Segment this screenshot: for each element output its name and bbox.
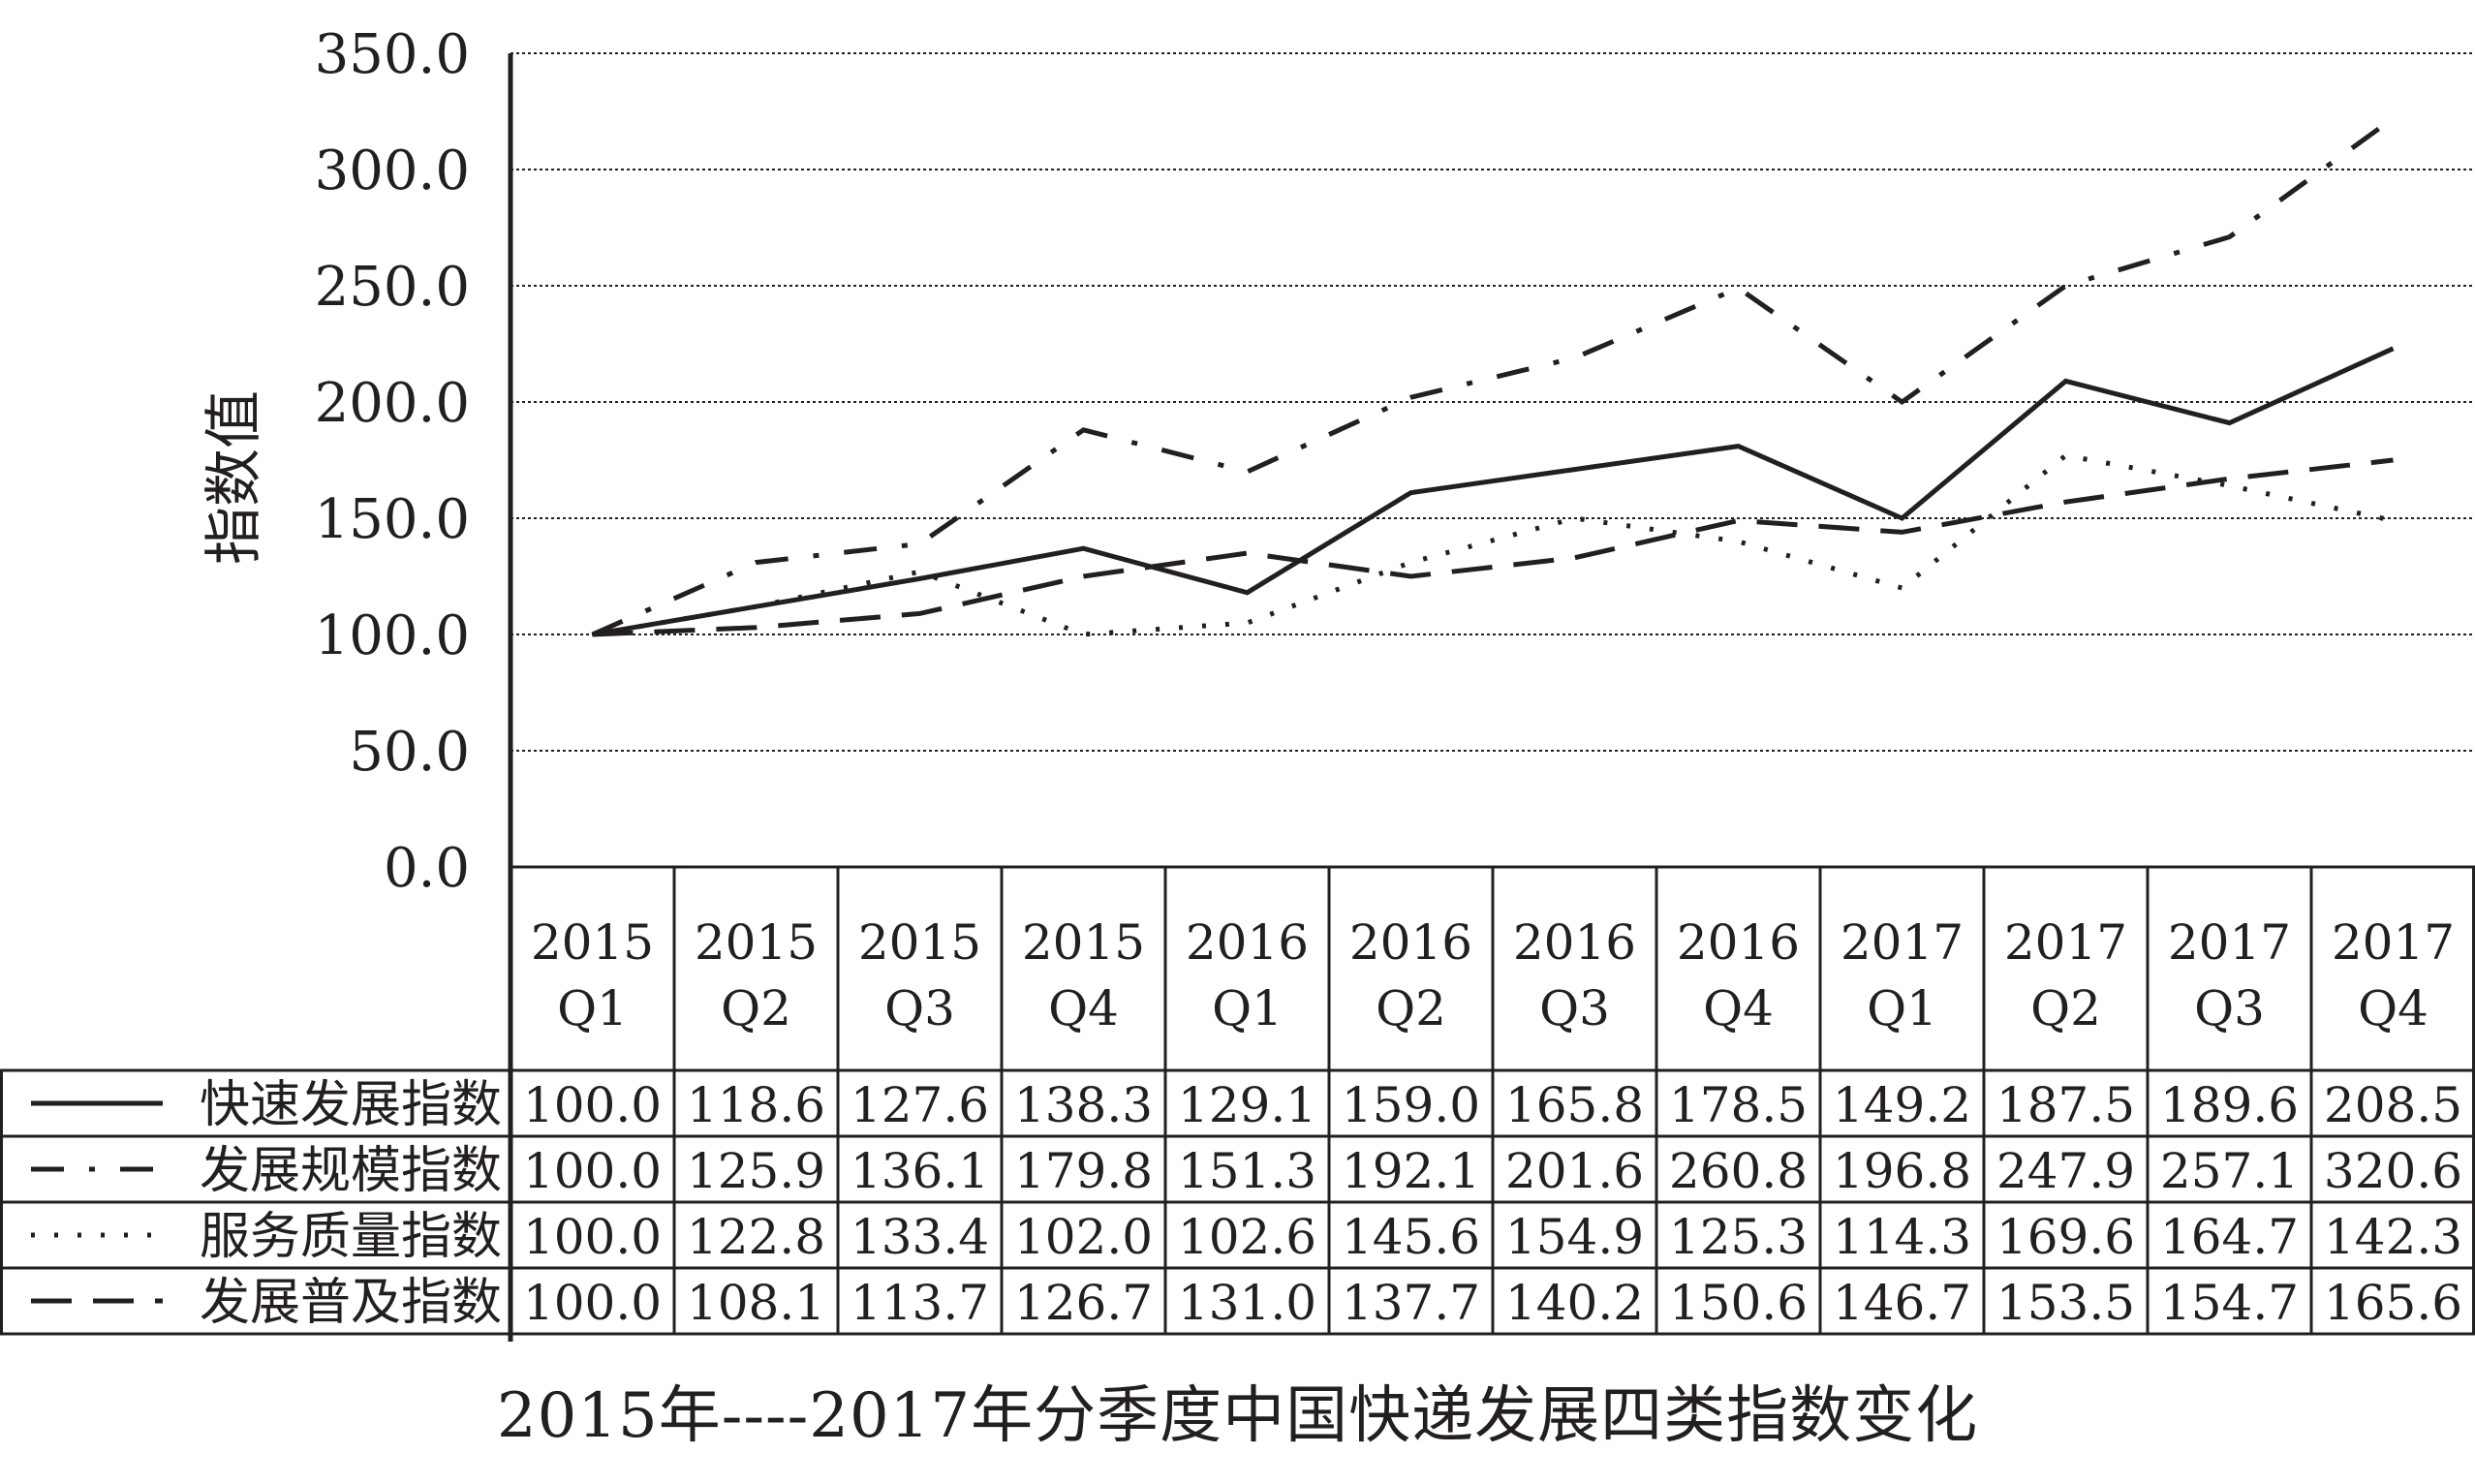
data-value-label: 179.8 [1014, 1143, 1153, 1199]
data-value-label: 138.3 [1014, 1077, 1153, 1133]
data-value-label: 114.3 [1833, 1209, 1971, 1265]
category-quarter-label: Q2 [2030, 980, 2101, 1036]
data-value-label: 187.5 [1996, 1077, 2135, 1133]
series-line-1 [592, 346, 2395, 637]
data-value-label: 100.0 [523, 1077, 662, 1133]
data-value-label: 149.2 [1833, 1077, 1971, 1133]
y-tick-label: 150.0 [315, 488, 470, 551]
series-name-label: 发展普及指数 [200, 1274, 502, 1332]
data-value-label: 192.1 [1342, 1143, 1480, 1199]
category-quarter-label: Q2 [1376, 980, 1446, 1036]
data-value-label: 100.0 [523, 1143, 662, 1199]
category-year-label: 2015 [531, 914, 654, 971]
data-value-label: 169.6 [1996, 1209, 2135, 1265]
category-quarter-label: Q1 [557, 980, 628, 1036]
data-value-label: 129.1 [1178, 1077, 1316, 1133]
plot-series [591, 116, 2395, 637]
category-quarter-label: Q4 [1048, 980, 1119, 1036]
data-value-label: 133.4 [851, 1209, 989, 1265]
data-value-label: 165.6 [2324, 1275, 2462, 1331]
gridlines [510, 52, 2475, 752]
data-value-label: 260.8 [1669, 1143, 1808, 1199]
data-value-label: 247.9 [1996, 1143, 2135, 1199]
data-value-label: 151.3 [1178, 1143, 1316, 1199]
data-value-label: 201.6 [1505, 1143, 1644, 1199]
y-tick-label: 300.0 [315, 139, 470, 202]
data-value-label: 136.1 [851, 1143, 989, 1199]
data-value-label: 320.6 [2324, 1143, 2462, 1199]
category-year-label: 2017 [2004, 914, 2127, 971]
y-tick-label: 100.0 [315, 604, 470, 667]
series-line-2 [591, 116, 2395, 637]
category-year-label: 2016 [1186, 914, 1309, 971]
data-value-label: 178.5 [1669, 1077, 1808, 1133]
data-value-label: 100.0 [523, 1275, 662, 1331]
category-quarter-label: Q1 [1212, 980, 1283, 1036]
category-quarter-label: Q4 [2358, 980, 2429, 1036]
data-value-label: 257.1 [2160, 1143, 2299, 1199]
category-quarter-label: Q4 [1703, 980, 1774, 1036]
data-table: 2015 Q1 2015 Q2 2015 Q3 2015 Q4 2016 Q1 2016 Q2 2016… [0, 867, 2475, 1336]
y-tick-label: 250.0 [315, 256, 470, 319]
category-quarter-label: Q1 [1867, 980, 1937, 1036]
data-value-label: 122.8 [687, 1209, 825, 1265]
y-tick-label: 0.0 [384, 837, 470, 900]
data-value-label: 102.6 [1178, 1209, 1316, 1265]
category-year-label: 2016 [1513, 914, 1636, 971]
data-value-label: 125.9 [687, 1143, 825, 1199]
category-year-label: 2017 [1841, 914, 1964, 971]
data-value-label: 142.3 [2324, 1209, 2462, 1265]
series-line-3 [592, 452, 2395, 637]
series-line-4 [592, 457, 2394, 637]
data-value-label: 189.6 [2160, 1077, 2299, 1133]
data-value-label: 100.0 [523, 1209, 662, 1265]
data-value-label: 164.7 [2160, 1209, 2299, 1265]
data-value-label: 137.7 [1342, 1275, 1480, 1331]
y-tick-labels: 350.0 300.0 250.0 200.0 150.0 100.0 50.0 0.0 [315, 23, 470, 900]
series-name-label: 发展规模指数 [200, 1142, 502, 1200]
data-value-label: 145.6 [1342, 1209, 1480, 1265]
category-year-label: 2015 [1022, 914, 1145, 971]
y-tick-label: 200.0 [315, 372, 470, 435]
data-value-label: 154.9 [1505, 1209, 1644, 1265]
data-value-label: 113.7 [851, 1275, 989, 1331]
data-value-label: 131.0 [1178, 1275, 1316, 1331]
category-year-label: 2016 [1349, 914, 1472, 971]
category-quarter-label: Q3 [884, 980, 955, 1036]
data-value-label: 118.6 [687, 1077, 825, 1133]
chart-title: 2015年----2017年分季度中国快递发展四类指数变化 [496, 1380, 1979, 1452]
category-year-label: 2017 [2168, 914, 2291, 971]
data-value-label: 150.6 [1669, 1275, 1808, 1331]
data-value-label: 127.6 [851, 1077, 989, 1133]
data-value-label: 154.7 [2160, 1275, 2299, 1331]
data-value-label: 102.0 [1014, 1209, 1153, 1265]
category-year-label: 2015 [695, 914, 818, 971]
series-name-label: 服务质量指数 [200, 1208, 502, 1266]
data-value-label: 196.8 [1833, 1143, 1971, 1199]
y-tick-label: 50.0 [349, 721, 470, 784]
y-tick-label: 350.0 [315, 23, 470, 86]
data-value-label: 165.8 [1505, 1077, 1644, 1133]
category-quarter-label: Q3 [2194, 980, 2265, 1036]
category-year-label: 2017 [2332, 914, 2455, 971]
y-axis-label: 指数值 [201, 390, 268, 565]
data-value-label: 140.2 [1505, 1275, 1644, 1331]
data-value-label: 159.0 [1342, 1077, 1480, 1133]
category-year-label: 2016 [1677, 914, 1800, 971]
data-value-label: 153.5 [1996, 1275, 2135, 1331]
data-value-label: 108.1 [687, 1275, 825, 1331]
category-quarter-label: Q3 [1539, 980, 1610, 1036]
data-value-label: 208.5 [2324, 1077, 2462, 1133]
series-name-label: 快速发展指数 [200, 1076, 502, 1134]
data-value-label: 125.3 [1669, 1209, 1808, 1265]
data-value-label: 146.7 [1833, 1275, 1971, 1331]
category-year-label: 2015 [858, 914, 981, 971]
category-quarter-label: Q2 [721, 980, 791, 1036]
data-value-label: 126.7 [1014, 1275, 1153, 1331]
